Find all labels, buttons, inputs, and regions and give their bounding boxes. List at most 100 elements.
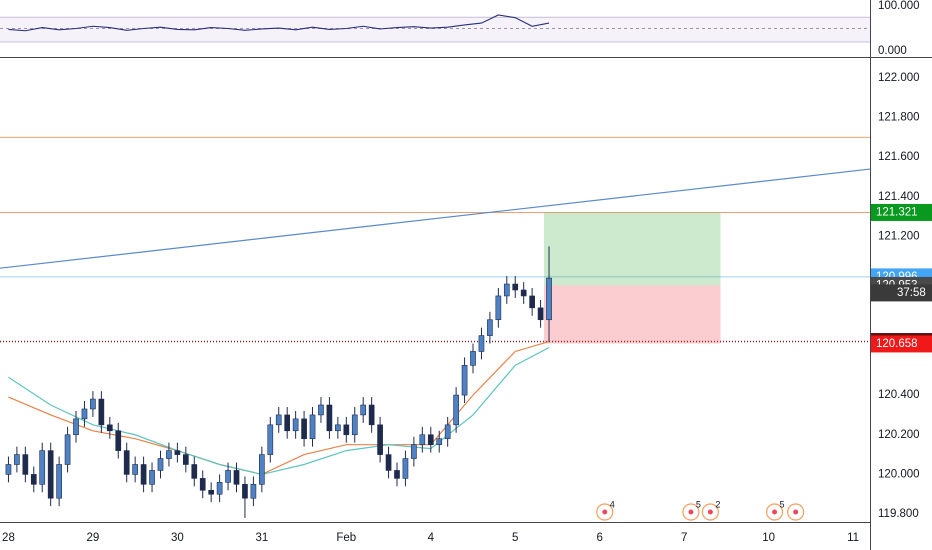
moving-average (8, 346, 550, 476)
trend-line (0, 168, 871, 269)
candle-body (301, 418, 307, 440)
candle-body (267, 424, 274, 455)
candle-body (64, 434, 71, 465)
x-tick-label: 6 (597, 532, 603, 544)
candle-body (123, 450, 130, 475)
candle-body (326, 404, 333, 432)
candle-body (546, 277, 552, 321)
candle-body (309, 414, 316, 440)
price-label-bg (871, 203, 932, 221)
y-tick-label: 120.400 (878, 389, 920, 401)
candle-body (419, 434, 426, 445)
y-tick-label: 121.800 (878, 112, 920, 124)
x-tick-label: 5 (512, 532, 518, 544)
candle-body (90, 398, 96, 410)
x-tick-label: 10 (762, 532, 775, 544)
candle-body (174, 450, 181, 455)
y-tick-label: 122.000 (878, 72, 920, 84)
x-tick-label: 30 (171, 532, 184, 544)
candle-body (478, 335, 485, 352)
candle-body (360, 404, 367, 416)
candle-body (512, 283, 519, 291)
candle-body (402, 458, 409, 479)
countdown-bg (871, 284, 932, 302)
y-tick-label: 120.200 (878, 429, 920, 441)
event-count: 5 (696, 499, 701, 509)
event-dot (688, 509, 694, 515)
candle-body (259, 454, 265, 485)
price-label: 120.658 (876, 338, 918, 350)
x-tick-label: 7 (681, 532, 687, 544)
candle-body (233, 470, 240, 485)
candle-body (529, 295, 535, 309)
candle-body (284, 414, 291, 432)
candle-body (132, 464, 138, 475)
event-count: 5 (780, 499, 785, 509)
y-tick-label: 119.800 (878, 508, 919, 520)
candle-body (250, 484, 257, 499)
position-target (543, 212, 721, 286)
candle-body (14, 454, 20, 465)
y-tick-label: 121.200 (878, 230, 920, 242)
candle-body (182, 454, 189, 465)
rsi-tick-label: 100.000 (878, 0, 920, 12)
candle-body (81, 408, 88, 420)
candle-body (47, 450, 54, 499)
candle-body (106, 424, 113, 432)
candle-body (318, 404, 324, 416)
candle-body (495, 295, 502, 321)
candle-body (411, 444, 417, 459)
rsi-band (0, 17, 870, 43)
candle-body (520, 289, 527, 297)
candle-body (343, 424, 350, 436)
candle-body (487, 319, 493, 336)
candle-body (98, 398, 105, 426)
candle-body (242, 484, 248, 499)
y-tick-label: 121.400 (878, 191, 920, 203)
candle-body (73, 418, 79, 436)
rsi-line (8, 14, 550, 32)
x-tick-label: Feb (336, 532, 356, 544)
candle-body (191, 464, 198, 479)
candle-body (5, 464, 12, 475)
candle-body (470, 351, 476, 366)
event-count: 2 (715, 499, 720, 509)
candle-body (22, 454, 29, 475)
countdown: 37:58 (897, 287, 926, 299)
candle-body (444, 424, 451, 440)
candle-body (157, 458, 164, 471)
candle-body (537, 307, 544, 321)
candle-body (216, 482, 223, 495)
candle-body (453, 394, 459, 426)
candle-body (166, 450, 172, 459)
y-tick-label: 120.000 (878, 468, 920, 480)
candle-body (30, 474, 37, 485)
event-dot (772, 509, 778, 515)
candle-body (394, 470, 400, 479)
x-tick-label: 29 (87, 532, 100, 544)
x-tick-label: 11 (847, 532, 859, 544)
event-dot (707, 509, 713, 515)
x-tick-label: 28 (2, 532, 15, 544)
event-count: 4 (610, 499, 615, 509)
x-tick-label: 31 (255, 532, 268, 544)
y-tick-label: 121.600 (878, 151, 920, 163)
price-label: 121.321 (876, 206, 918, 218)
candle-body (115, 430, 122, 451)
x-tick-label: 4 (428, 532, 435, 544)
event-dot (793, 509, 799, 515)
candle-body (292, 418, 299, 432)
price-label-bg (871, 335, 932, 353)
candle-body (208, 489, 214, 495)
candle-body (351, 414, 358, 436)
candle-body (56, 464, 62, 499)
candle-body (377, 424, 383, 455)
position-stop (543, 285, 721, 344)
candle-body (427, 434, 434, 445)
candle-body (275, 414, 282, 426)
candle-body (199, 478, 206, 491)
candle-body (368, 404, 375, 426)
event-dot (602, 509, 608, 515)
candle-body (140, 464, 147, 485)
